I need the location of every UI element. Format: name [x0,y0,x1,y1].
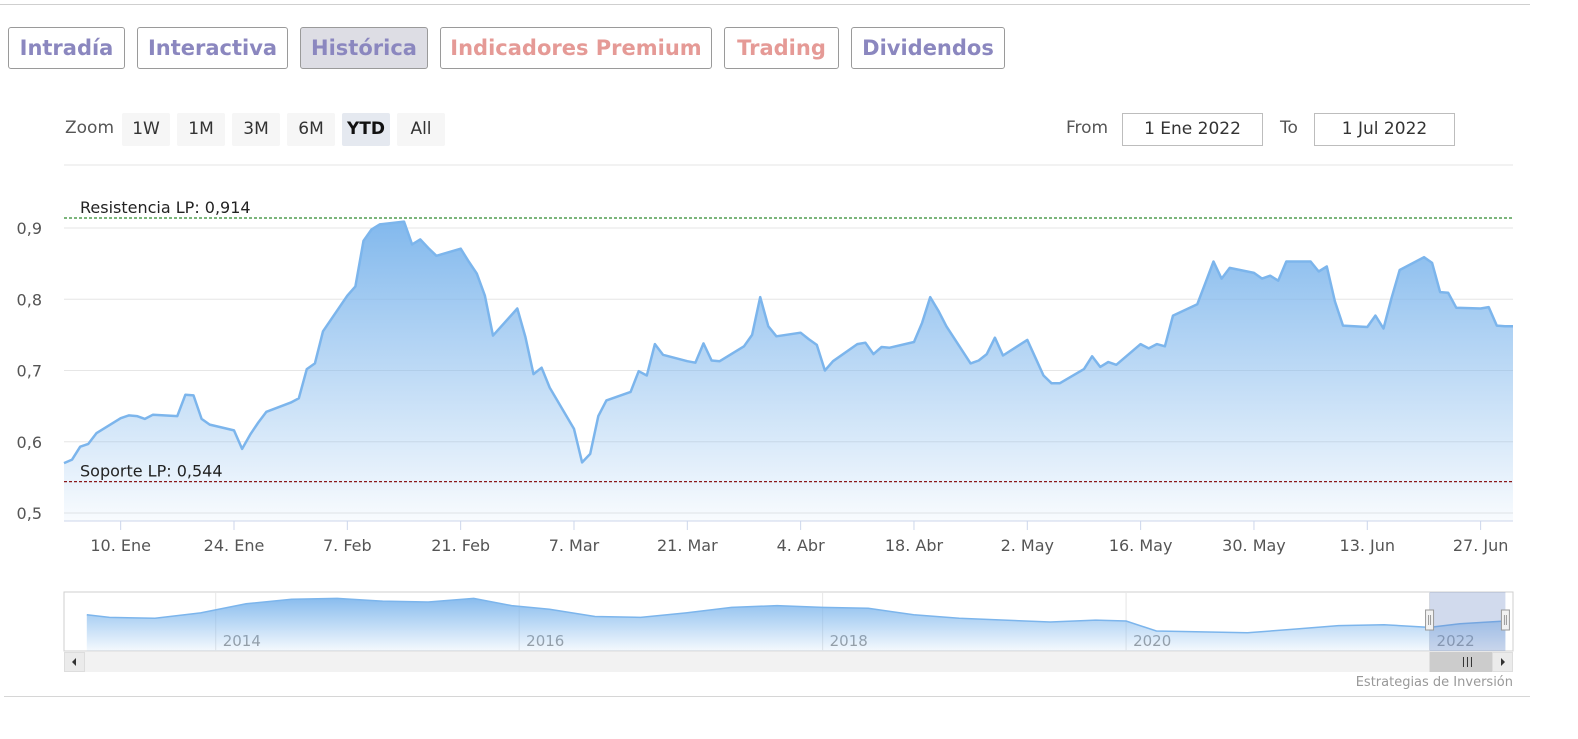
range-to-input[interactable]: 1 Jul 2022 [1314,113,1455,146]
tab-interactiva[interactable]: Interactiva [137,27,288,69]
x-tick-label: 7. Mar [549,536,600,555]
zoom-3m-button[interactable]: 3M [232,113,280,146]
support-label: Soporte LP: 0,544 [80,462,223,481]
arrow-right-icon [1501,658,1505,666]
navigator-selection [1429,592,1506,651]
zoom-ytd-button[interactable]: YTD [342,113,390,146]
x-tick-label: 2. May [1001,536,1054,555]
range-from-input[interactable]: 1 Ene 2022 [1122,113,1263,146]
navigator-scroll-left-button[interactable] [64,652,85,672]
x-tick-label: 13. Jun [1340,536,1396,555]
tab-trading[interactable]: Trading [724,27,839,69]
x-tick-label: 27. Jun [1453,536,1509,555]
y-tick-label: 0,6 [17,433,42,452]
y-tick-label: 0,7 [17,362,42,381]
navigator-line [86,597,1506,634]
y-tick-label: 0,5 [17,504,42,523]
x-tick-label: 21. Feb [431,536,490,555]
x-tick-label: 18. Abr [885,536,944,555]
x-tick-label: 16. May [1109,536,1173,555]
chart-credit: Estrategias de Inversión [1355,675,1513,690]
zoom-label: Zoom [65,118,115,138]
navigator-left-handle [1425,609,1435,631]
x-tick-label: 10. Ene [90,536,151,555]
price-line [63,220,1513,465]
x-tick-label: 24. Ene [204,536,265,555]
x-tick-label: 30. May [1222,536,1286,555]
navigator-right-handle [1500,609,1510,631]
price-area-fill [64,221,1513,521]
top-divider [0,4,1530,5]
resistance-label: Resistencia LP: 0,914 [80,198,251,217]
x-tick-label: 21. Mar [657,536,718,555]
navigator-scrollbar-track [64,652,1513,672]
arrow-left-icon [72,658,76,666]
y-tick-label: 0,8 [17,290,42,309]
zoom-all-button[interactable]: All [397,113,445,146]
tab-intradia[interactable]: Intradía [8,27,125,69]
bottom-divider [4,696,1530,697]
zoom-6m-button[interactable]: 6M [287,113,335,146]
range-from-label: From [1066,118,1109,138]
navigator-area [86,598,1506,651]
tab-dividendos[interactable]: Dividendos [851,27,1005,69]
navigator-scroll-right-button[interactable] [1492,652,1513,672]
y-tick-label: 0,9 [17,219,42,238]
zoom-1m-button[interactable]: 1M [177,113,225,146]
range-to-label: To [1280,118,1298,138]
tab-historica[interactable]: Histórica [300,27,428,69]
x-tick-label: 4. Abr [777,536,825,555]
zoom-1w-button[interactable]: 1W [122,113,170,146]
x-tick-label: 7. Feb [323,536,372,555]
tab-indicadores-premium[interactable]: Indicadores Premium [440,27,712,69]
